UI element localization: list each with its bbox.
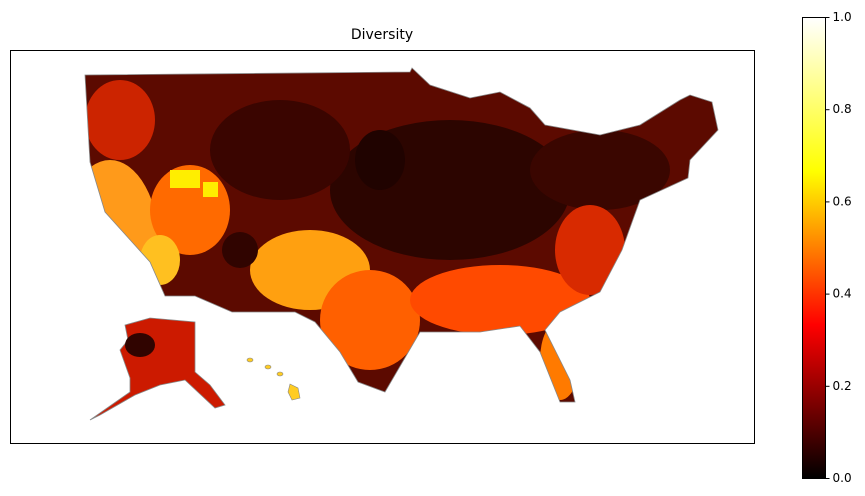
colorbar-tick-label: 0.8 [833,102,852,116]
colorbar-tick-label: 0.6 [833,194,852,208]
colorbar-tick-label: 0.2 [833,379,852,393]
alaska [89,317,226,421]
map-title: Diversity [351,27,413,43]
colorbar [802,17,826,479]
alaska-region [125,333,155,357]
colorbar-tick-label: 1.0 [833,10,852,24]
us-outline [84,67,719,403]
map-frame [10,50,755,444]
colorbar-tick-label: 0.0 [833,471,852,485]
colorbar-tick-label: 0.4 [833,287,852,301]
hawaii [246,357,301,401]
